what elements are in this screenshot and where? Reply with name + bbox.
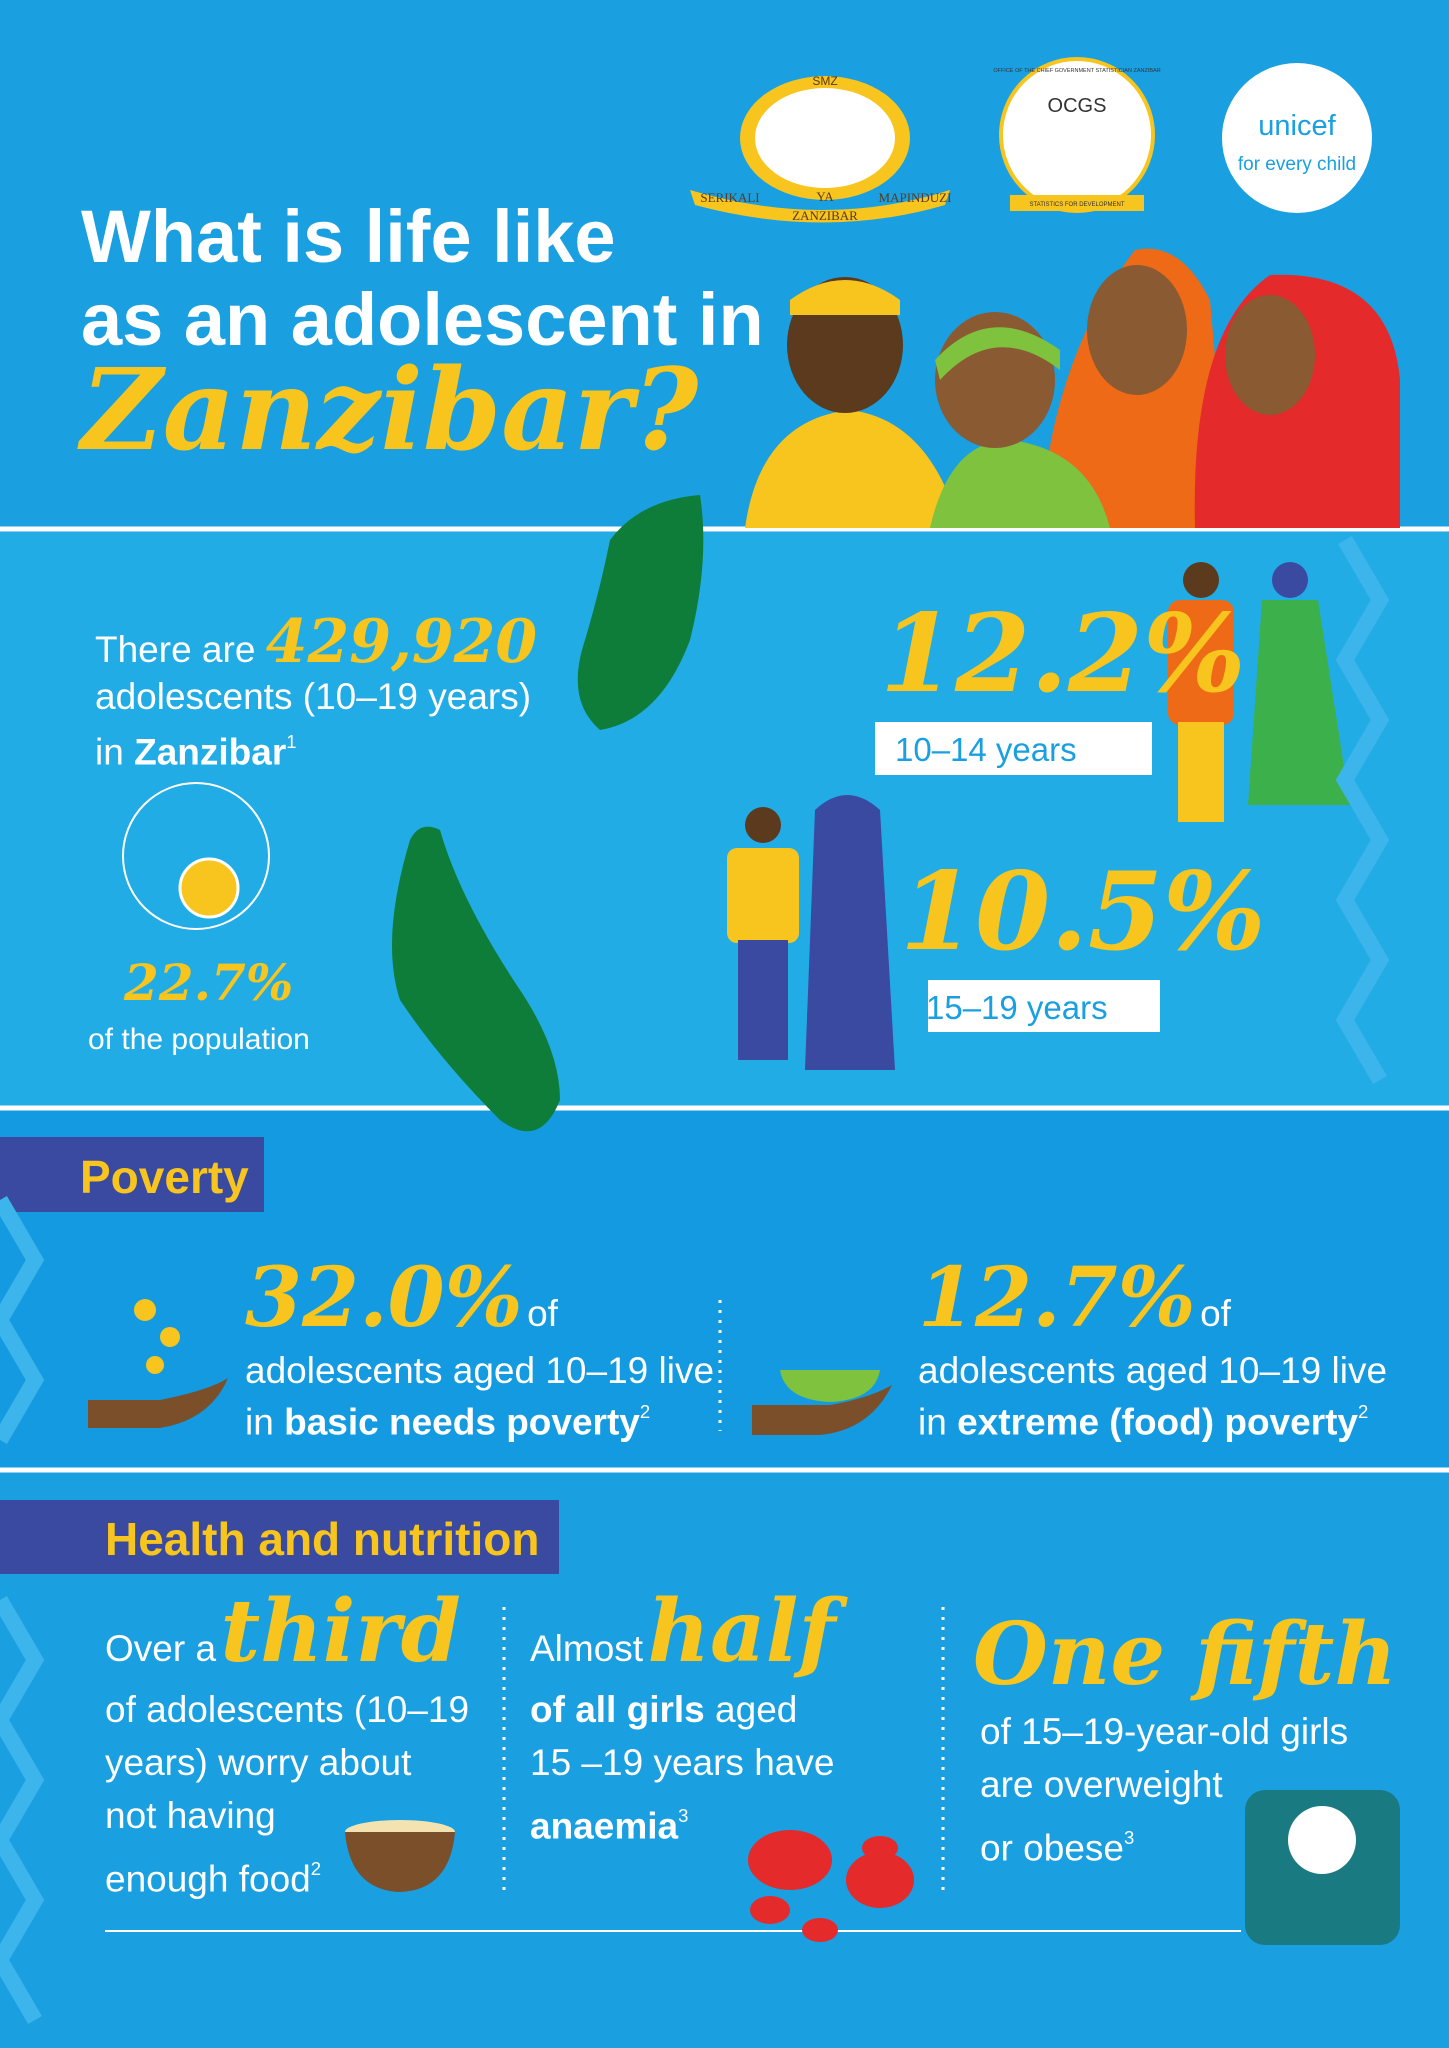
figures-15-19	[727, 795, 895, 1070]
text: not having	[105, 1795, 276, 1836]
title-line: as an adolescent in	[81, 278, 764, 361]
headline: Almost half	[530, 1589, 835, 1683]
text: in	[245, 1401, 274, 1443]
footnote: 2	[310, 1858, 322, 1879]
footnote: 2	[1358, 1401, 1369, 1422]
poverty-item: 12.7% of adolescents aged 10–19 live in …	[918, 1250, 1387, 1441]
pattern	[0, 1195, 45, 2025]
population-share-label: of the population	[88, 1023, 310, 1056]
logo-text: YA	[816, 189, 834, 204]
text: Zanzibar	[134, 731, 287, 773]
group-label: 15–19 years	[926, 989, 1108, 1026]
heading-box	[0, 1500, 559, 1574]
headline: 12.7% of	[918, 1250, 1387, 1346]
footnote: 3	[1124, 1827, 1135, 1848]
text: aged	[715, 1689, 798, 1730]
text-line: in basic needs poverty2	[245, 1401, 714, 1443]
text: 15 –19 years have	[530, 1742, 835, 1783]
ocgs-logo: OCGS OFFICE OF THE CHIEF GOVERNMENT STAT…	[993, 57, 1161, 213]
title-line: What is life like	[81, 195, 616, 278]
section-heading: Health and nutrition	[105, 1513, 540, 1565]
population-text: adolescents (10–19 years)	[95, 676, 532, 717]
group-label: 10–14 years	[895, 731, 1077, 768]
label-box	[875, 722, 1152, 775]
group-percent: 10.5%	[900, 849, 1266, 975]
text-line: or obese3	[980, 1811, 1397, 1875]
label-box	[928, 980, 1160, 1032]
logo-text: for every child	[1238, 154, 1356, 175]
population-share-dot	[178, 857, 240, 919]
people-illustration	[745, 248, 1400, 529]
logo-text: unicef	[1258, 110, 1336, 142]
text: or obese	[980, 1827, 1124, 1869]
health-item: Over a third of adolescents (10–19 years…	[105, 1589, 470, 1906]
text: Over a	[105, 1628, 217, 1669]
text-line: anaemia3	[530, 1789, 835, 1853]
footnote: 1	[286, 731, 297, 752]
text: anaemia	[530, 1805, 679, 1847]
blood-cells-icon	[748, 1830, 914, 1942]
health-item: One fifth of 15–19-year-old girls are ov…	[973, 1605, 1397, 1875]
text: of	[1200, 1293, 1231, 1334]
unicef-logo: unicef for every child	[1222, 63, 1372, 213]
health-item: Almost half of all girls aged 15 –19 yea…	[530, 1589, 835, 1853]
text: enough food	[105, 1858, 311, 1900]
poverty-item: 32.0% of adolescents aged 10–19 live in …	[245, 1250, 714, 1441]
map-pemba	[577, 495, 704, 730]
text: are overweight	[980, 1764, 1223, 1805]
population-circle	[122, 782, 270, 930]
text: Almost	[530, 1628, 644, 1669]
figures-10-14	[1168, 562, 1350, 822]
text: adolescents aged 10–19 live	[245, 1350, 715, 1391]
poverty-percent: 32.0%	[245, 1250, 523, 1346]
text-line: in extreme (food) poverty2	[918, 1401, 1387, 1443]
section-heading: Poverty	[80, 1151, 249, 1203]
heading-box	[0, 1137, 264, 1212]
text: in	[918, 1401, 947, 1443]
text: basic needs poverty	[284, 1401, 640, 1443]
footnote: 3	[678, 1805, 689, 1826]
bowl-icon	[752, 1370, 892, 1435]
logo-text: STATISTICS FOR DEVELOPMENT	[1029, 202, 1124, 208]
logo-text: OCGS	[1048, 95, 1107, 117]
logo-text: SMZ	[812, 74, 837, 88]
health-highlight: half	[647, 1581, 836, 1682]
footnote: 2	[639, 1401, 651, 1422]
text: years) worry about	[105, 1742, 412, 1783]
text: of	[527, 1293, 558, 1334]
title-highlight: Zanzibar?	[81, 345, 699, 476]
text: There are	[95, 629, 256, 670]
text-line: of all girls aged	[530, 1683, 835, 1736]
text: of 15–19-year-old girls	[980, 1711, 1349, 1752]
text: extreme (food) poverty	[957, 1401, 1359, 1443]
text: in	[95, 731, 124, 773]
logo-text: MAPINDUZI	[879, 190, 952, 205]
population-text: in Zanzibar1	[95, 731, 297, 773]
map-unguja	[392, 826, 560, 1132]
text: adolescents aged 10–19 live	[918, 1350, 1388, 1391]
health-highlight: third	[220, 1581, 461, 1682]
smz-logo: SMZ SERIKALI YA MAPINDUZI ZANZIBAR	[690, 74, 951, 223]
coins-icon	[88, 1299, 228, 1428]
food-bowl-icon	[345, 1820, 455, 1892]
population-text: There are 429,920	[95, 612, 537, 672]
population-share: 22.7%	[124, 953, 294, 1012]
logo-text: ZANZIBAR	[792, 208, 858, 223]
text: of adolescents (10–19	[105, 1689, 470, 1730]
logo-text: SERIKALI	[700, 190, 759, 205]
poverty-percent: 12.7%	[918, 1250, 1196, 1346]
headline: Over a third	[105, 1589, 469, 1683]
text-line: enough food2	[105, 1842, 469, 1906]
headline: 32.0% of	[245, 1250, 714, 1346]
pattern	[1335, 535, 1390, 1085]
logo-text: OFFICE OF THE CHIEF GOVERNMENT STATISTIC…	[993, 68, 1160, 74]
text: of all girls	[530, 1689, 705, 1730]
scale-icon	[1245, 1790, 1400, 1945]
population-count: 429,920	[265, 607, 538, 677]
health-highlight: One fifth	[973, 1604, 1397, 1705]
group-percent: 12.2%	[880, 591, 1246, 717]
